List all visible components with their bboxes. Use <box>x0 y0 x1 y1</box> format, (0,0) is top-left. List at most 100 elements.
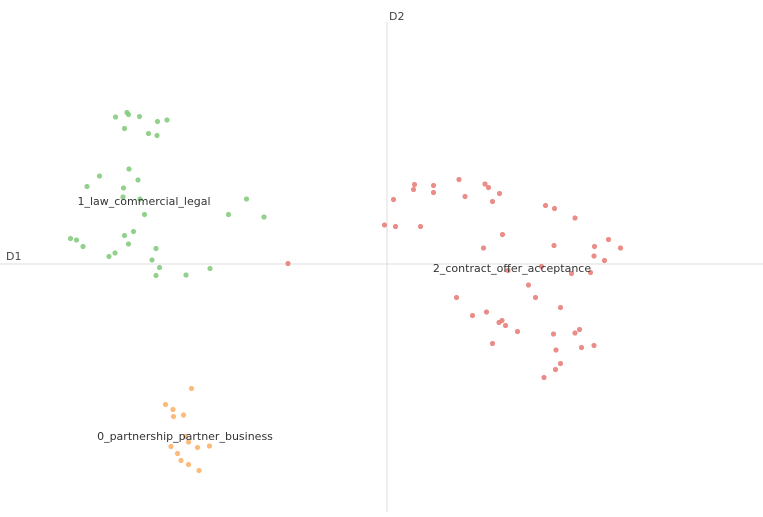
data-point[interactable] <box>485 184 492 191</box>
data-point[interactable] <box>525 282 532 288</box>
data-point[interactable] <box>553 347 559 353</box>
data-point[interactable] <box>505 267 511 274</box>
data-point[interactable] <box>462 193 468 200</box>
points-layer <box>67 109 624 474</box>
data-point[interactable] <box>153 245 159 252</box>
data-point[interactable] <box>149 257 155 263</box>
data-point[interactable] <box>430 182 437 189</box>
data-point[interactable] <box>162 401 169 408</box>
data-point[interactable] <box>154 132 160 139</box>
data-point[interactable] <box>568 270 575 277</box>
data-point[interactable] <box>206 443 213 449</box>
data-point[interactable] <box>392 223 399 230</box>
data-point[interactable] <box>557 360 564 367</box>
data-point[interactable] <box>125 241 132 247</box>
data-point[interactable] <box>469 312 476 319</box>
data-point[interactable] <box>601 257 608 264</box>
data-point[interactable] <box>532 294 539 301</box>
data-point[interactable] <box>591 253 597 259</box>
data-point[interactable] <box>480 245 487 251</box>
data-point[interactable] <box>243 196 250 202</box>
data-point[interactable] <box>551 242 557 249</box>
data-point[interactable] <box>591 342 597 349</box>
data-point[interactable] <box>496 319 502 326</box>
data-point[interactable] <box>410 186 417 193</box>
y-axis-title: D2 <box>389 10 404 23</box>
data-point[interactable] <box>170 413 177 420</box>
data-point[interactable] <box>135 177 141 183</box>
data-point[interactable] <box>225 211 232 218</box>
data-point[interactable] <box>145 130 152 137</box>
data-point[interactable] <box>207 265 213 272</box>
data-point[interactable] <box>73 237 80 243</box>
data-point[interactable] <box>120 185 127 191</box>
data-point[interactable] <box>572 330 578 336</box>
data-point[interactable] <box>185 461 192 468</box>
data-point[interactable] <box>121 125 128 132</box>
data-point[interactable] <box>80 243 86 250</box>
data-point[interactable] <box>121 232 128 239</box>
data-point[interactable] <box>188 385 195 392</box>
data-point[interactable] <box>178 457 184 464</box>
data-point[interactable] <box>552 366 559 373</box>
data-point[interactable] <box>84 183 90 190</box>
data-point[interactable] <box>156 264 163 271</box>
data-point[interactable] <box>496 190 503 197</box>
data-point[interactable] <box>617 245 624 251</box>
data-point[interactable] <box>120 194 126 200</box>
data-point[interactable] <box>591 243 598 250</box>
data-point[interactable] <box>411 181 418 188</box>
data-point[interactable] <box>499 231 506 238</box>
data-point[interactable] <box>489 198 496 205</box>
data-point[interactable] <box>430 189 437 196</box>
data-point[interactable] <box>489 340 496 347</box>
data-point[interactable] <box>164 117 170 123</box>
data-point[interactable] <box>482 181 488 187</box>
data-point[interactable] <box>183 272 189 278</box>
data-point[interactable] <box>261 214 267 220</box>
data-point[interactable] <box>483 309 490 315</box>
data-point[interactable] <box>185 439 192 445</box>
data-point[interactable] <box>557 304 564 311</box>
data-point[interactable] <box>381 222 388 228</box>
data-point[interactable] <box>605 236 612 243</box>
data-point[interactable] <box>417 223 424 230</box>
data-point[interactable] <box>550 331 557 337</box>
data-point[interactable] <box>587 269 594 276</box>
data-point[interactable] <box>285 260 291 267</box>
data-point[interactable] <box>456 176 462 183</box>
data-point[interactable] <box>126 166 132 172</box>
data-point[interactable] <box>541 374 547 381</box>
data-point[interactable] <box>125 111 132 118</box>
data-point[interactable] <box>174 450 181 457</box>
data-point[interactable] <box>154 118 161 125</box>
data-point[interactable] <box>96 173 103 179</box>
data-point[interactable] <box>538 263 545 270</box>
cluster-label: 1_law_commercial_legal <box>77 195 210 208</box>
data-point[interactable] <box>572 215 578 221</box>
data-point[interactable] <box>578 344 585 351</box>
data-point[interactable] <box>137 196 143 202</box>
data-point[interactable] <box>542 202 549 209</box>
data-point[interactable] <box>514 328 521 335</box>
data-point[interactable] <box>390 196 397 203</box>
data-point[interactable] <box>180 412 187 418</box>
labels-layer: 1_law_commercial_legal 2_contract_offer_a… <box>77 195 591 443</box>
data-point[interactable] <box>141 211 148 218</box>
data-point[interactable] <box>112 114 119 120</box>
data-point[interactable] <box>551 205 558 212</box>
data-point[interactable] <box>130 228 137 235</box>
data-point[interactable] <box>502 322 509 329</box>
data-point[interactable] <box>112 250 118 256</box>
data-point[interactable] <box>67 235 74 242</box>
data-point[interactable] <box>136 113 143 120</box>
data-point[interactable] <box>453 294 460 301</box>
data-point[interactable] <box>196 467 202 474</box>
data-point[interactable] <box>170 406 176 413</box>
data-point[interactable] <box>182 433 189 440</box>
data-point[interactable] <box>168 443 174 450</box>
data-point[interactable] <box>194 444 201 451</box>
data-point[interactable] <box>576 326 583 333</box>
data-point[interactable] <box>153 272 159 279</box>
data-point[interactable] <box>106 253 112 260</box>
